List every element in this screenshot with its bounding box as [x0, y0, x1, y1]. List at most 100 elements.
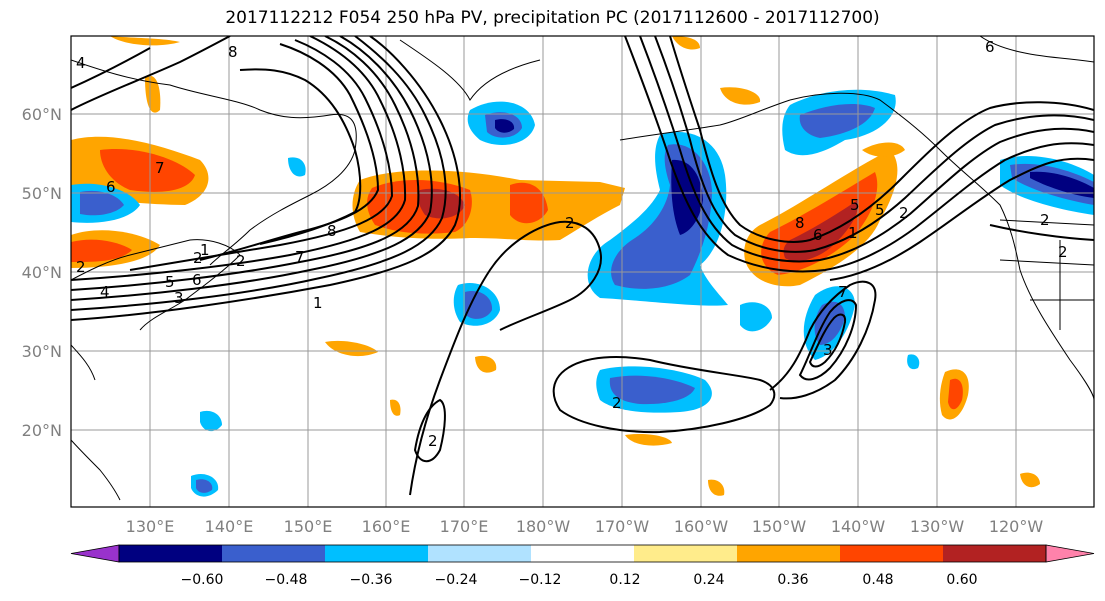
- contour-label: 3: [174, 289, 184, 307]
- precip-negative-area: [609, 375, 695, 405]
- colorbar-swatch: [428, 545, 532, 562]
- lon-label: 160°W: [674, 517, 729, 536]
- lon-label: 140°W: [831, 517, 886, 536]
- map-frame: [70, 35, 1095, 508]
- lon-label: 150°W: [752, 517, 807, 536]
- contour-label: 4: [100, 283, 110, 301]
- lon-label: 130°W: [910, 517, 965, 536]
- colorbar-frame: [118, 544, 1047, 563]
- contour-label: 3: [823, 341, 833, 359]
- colorbar-tick-label: −0.36: [350, 572, 393, 588]
- precip-positive-area: [1020, 472, 1040, 488]
- lon-label: 170°E: [440, 517, 489, 536]
- precip-negative-area: [799, 104, 875, 138]
- contour-label: 2: [565, 214, 575, 232]
- precip-positive-area: [720, 87, 761, 105]
- precip-negative-area: [80, 190, 124, 216]
- contour-label: 2: [428, 432, 438, 450]
- precip-positive-area: [390, 399, 401, 416]
- lon-label: 150°E: [284, 517, 333, 536]
- precip-negative-area: [740, 302, 772, 332]
- precip-negative-area: [907, 354, 920, 370]
- contour-label: 6: [106, 178, 116, 196]
- precip-positive-area: [475, 355, 497, 373]
- precip-negative-area: [495, 119, 515, 133]
- precip-strong-area: [71, 239, 132, 262]
- contour-label: 5: [165, 273, 175, 291]
- colorbar-swatch: [119, 545, 223, 562]
- lon-label: 170°W: [595, 517, 650, 536]
- longitude-axis: 130°E 140°E 150°E 160°E 170°E 180°W 170°…: [126, 517, 1044, 536]
- precip-positive-area: [145, 75, 161, 113]
- colorbar-tick-label: −0.24: [435, 572, 478, 588]
- contour-label: 2: [1040, 211, 1050, 229]
- contour-label: 5: [875, 201, 885, 219]
- contour-label: 7: [155, 159, 165, 177]
- contour-label: 2: [76, 258, 86, 276]
- precip-positive-area: [672, 36, 700, 50]
- precip-positive-area: [862, 142, 905, 157]
- colorbar-tick-label: −0.48: [265, 572, 308, 588]
- colorbar-swatch: [325, 545, 429, 562]
- lat-label: 20°N: [22, 421, 62, 440]
- pv-contours: [71, 36, 1094, 496]
- lat-label: 60°N: [22, 105, 62, 124]
- lon-label: 180°W: [516, 517, 571, 536]
- lon-label: 120°W: [989, 517, 1044, 536]
- precip-very-strong-area: [783, 200, 859, 262]
- precip-strong-area: [948, 378, 963, 410]
- map-title: 2017112212 F054 250 hPa PV, precipitatio…: [225, 8, 880, 28]
- colorbar-labels: −0.60 −0.48 −0.36 −0.24 −0.12 0.12 0.24 …: [181, 572, 978, 588]
- lon-label: 140°E: [205, 517, 254, 536]
- lat-label: 50°N: [22, 184, 62, 203]
- colorbar-swatch: [943, 545, 1047, 562]
- colorbar-tick-label: 0.48: [862, 572, 893, 588]
- latitude-axis: 60°N 50°N 40°N 30°N 20°N: [22, 105, 62, 440]
- precip-positive-area: [110, 36, 180, 46]
- lon-label: 130°E: [126, 517, 175, 536]
- colorbar-tick-label: 0.12: [609, 572, 640, 588]
- lon-label: 160°E: [362, 517, 411, 536]
- colorbar-extend-high: [1045, 544, 1095, 563]
- lat-label: 30°N: [22, 342, 62, 361]
- contour-label: 8: [327, 222, 337, 240]
- contour-label: 5: [850, 196, 860, 214]
- contour-label: 4: [76, 54, 86, 72]
- colorbar-tick-label: 0.36: [777, 572, 808, 588]
- contour-label: 2: [612, 394, 622, 412]
- contour-label: 2: [193, 249, 203, 267]
- precip-negative-area: [1030, 171, 1094, 198]
- colorbar-swatches: [70, 544, 1095, 563]
- colorbar-swatch: [737, 545, 841, 562]
- contour-label: 1: [848, 224, 858, 242]
- contour-label: 1: [313, 294, 323, 312]
- contour-label: 7: [838, 283, 848, 301]
- lat-label: 40°N: [22, 263, 62, 282]
- precip-positive-area: [325, 340, 378, 357]
- colorbar-tick-label: −0.60: [181, 572, 224, 588]
- contour-label: 7: [295, 248, 305, 266]
- contour-label: 2: [899, 204, 909, 222]
- precip-negative-area: [200, 410, 222, 432]
- colorbar-swatch: [222, 545, 326, 562]
- coastlines: [71, 36, 1094, 501]
- contour-label: 6: [192, 271, 202, 289]
- map-panel: 8 7 6 5 4 3 2 1 8 7 1 2 6 2 2 2 8 6 1 5 …: [71, 36, 1094, 507]
- colorbar: −0.60 −0.48 −0.36 −0.24 −0.12 0.12 0.24 …: [70, 544, 1095, 588]
- precip-positive-area: [708, 479, 725, 496]
- colorbar-tick-label: 0.60: [946, 572, 977, 588]
- contour-label: 6: [985, 38, 995, 56]
- contour-label: 1: [200, 241, 210, 259]
- colorbar-swatch: [634, 545, 738, 562]
- contour-label: 2: [1058, 243, 1068, 261]
- contour-label-group: 8 7 6 5 4 3 2 1 8 7 1 2 6 2 2 2 8 6 1 5 …: [76, 38, 1068, 450]
- contour-label: 2: [236, 252, 246, 270]
- colorbar-tick-label: −0.12: [519, 572, 562, 588]
- contour-label: 6: [813, 226, 823, 244]
- precip-negative-area: [196, 479, 213, 493]
- colorbar-tick-label: 0.24: [693, 572, 724, 588]
- precip-negative-area: [288, 157, 306, 177]
- contour-label: 8: [228, 43, 238, 61]
- precip-negative-area: [465, 291, 493, 319]
